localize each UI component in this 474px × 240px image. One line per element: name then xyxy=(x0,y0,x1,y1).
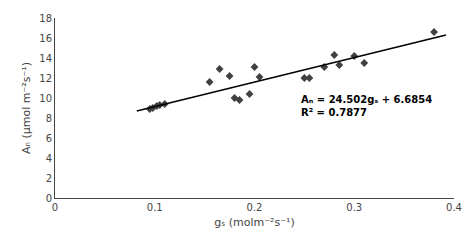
svg-text:4: 4 xyxy=(46,153,52,164)
svg-text:16: 16 xyxy=(39,33,52,44)
svg-text:6: 6 xyxy=(46,133,52,144)
svg-text:Aₙ = 24.502gₛ + 6.6854R² = 0.7: Aₙ = 24.502gₛ + 6.6854R² = 0.7877 xyxy=(301,94,432,118)
svg-text:0.1: 0.1 xyxy=(147,202,163,213)
svg-text:18: 18 xyxy=(39,13,52,24)
svg-text:0: 0 xyxy=(52,202,58,213)
svg-text:2: 2 xyxy=(46,173,52,184)
svg-text:Aₙ (μmol m⁻²s⁻¹): Aₙ (μmol m⁻²s⁻¹) xyxy=(20,62,33,154)
svg-text:0.2: 0.2 xyxy=(247,202,263,213)
svg-text:0: 0 xyxy=(46,193,52,204)
svg-text:12: 12 xyxy=(39,73,52,84)
svg-text:8: 8 xyxy=(46,113,52,124)
svg-text:14: 14 xyxy=(39,53,52,64)
svg-text:0.3: 0.3 xyxy=(346,202,362,213)
svg-text:10: 10 xyxy=(39,93,52,104)
svg-text:gₛ (molm⁻²s⁻¹): gₛ (molm⁻²s⁻¹) xyxy=(214,216,295,229)
svg-text:0.4: 0.4 xyxy=(446,202,462,213)
